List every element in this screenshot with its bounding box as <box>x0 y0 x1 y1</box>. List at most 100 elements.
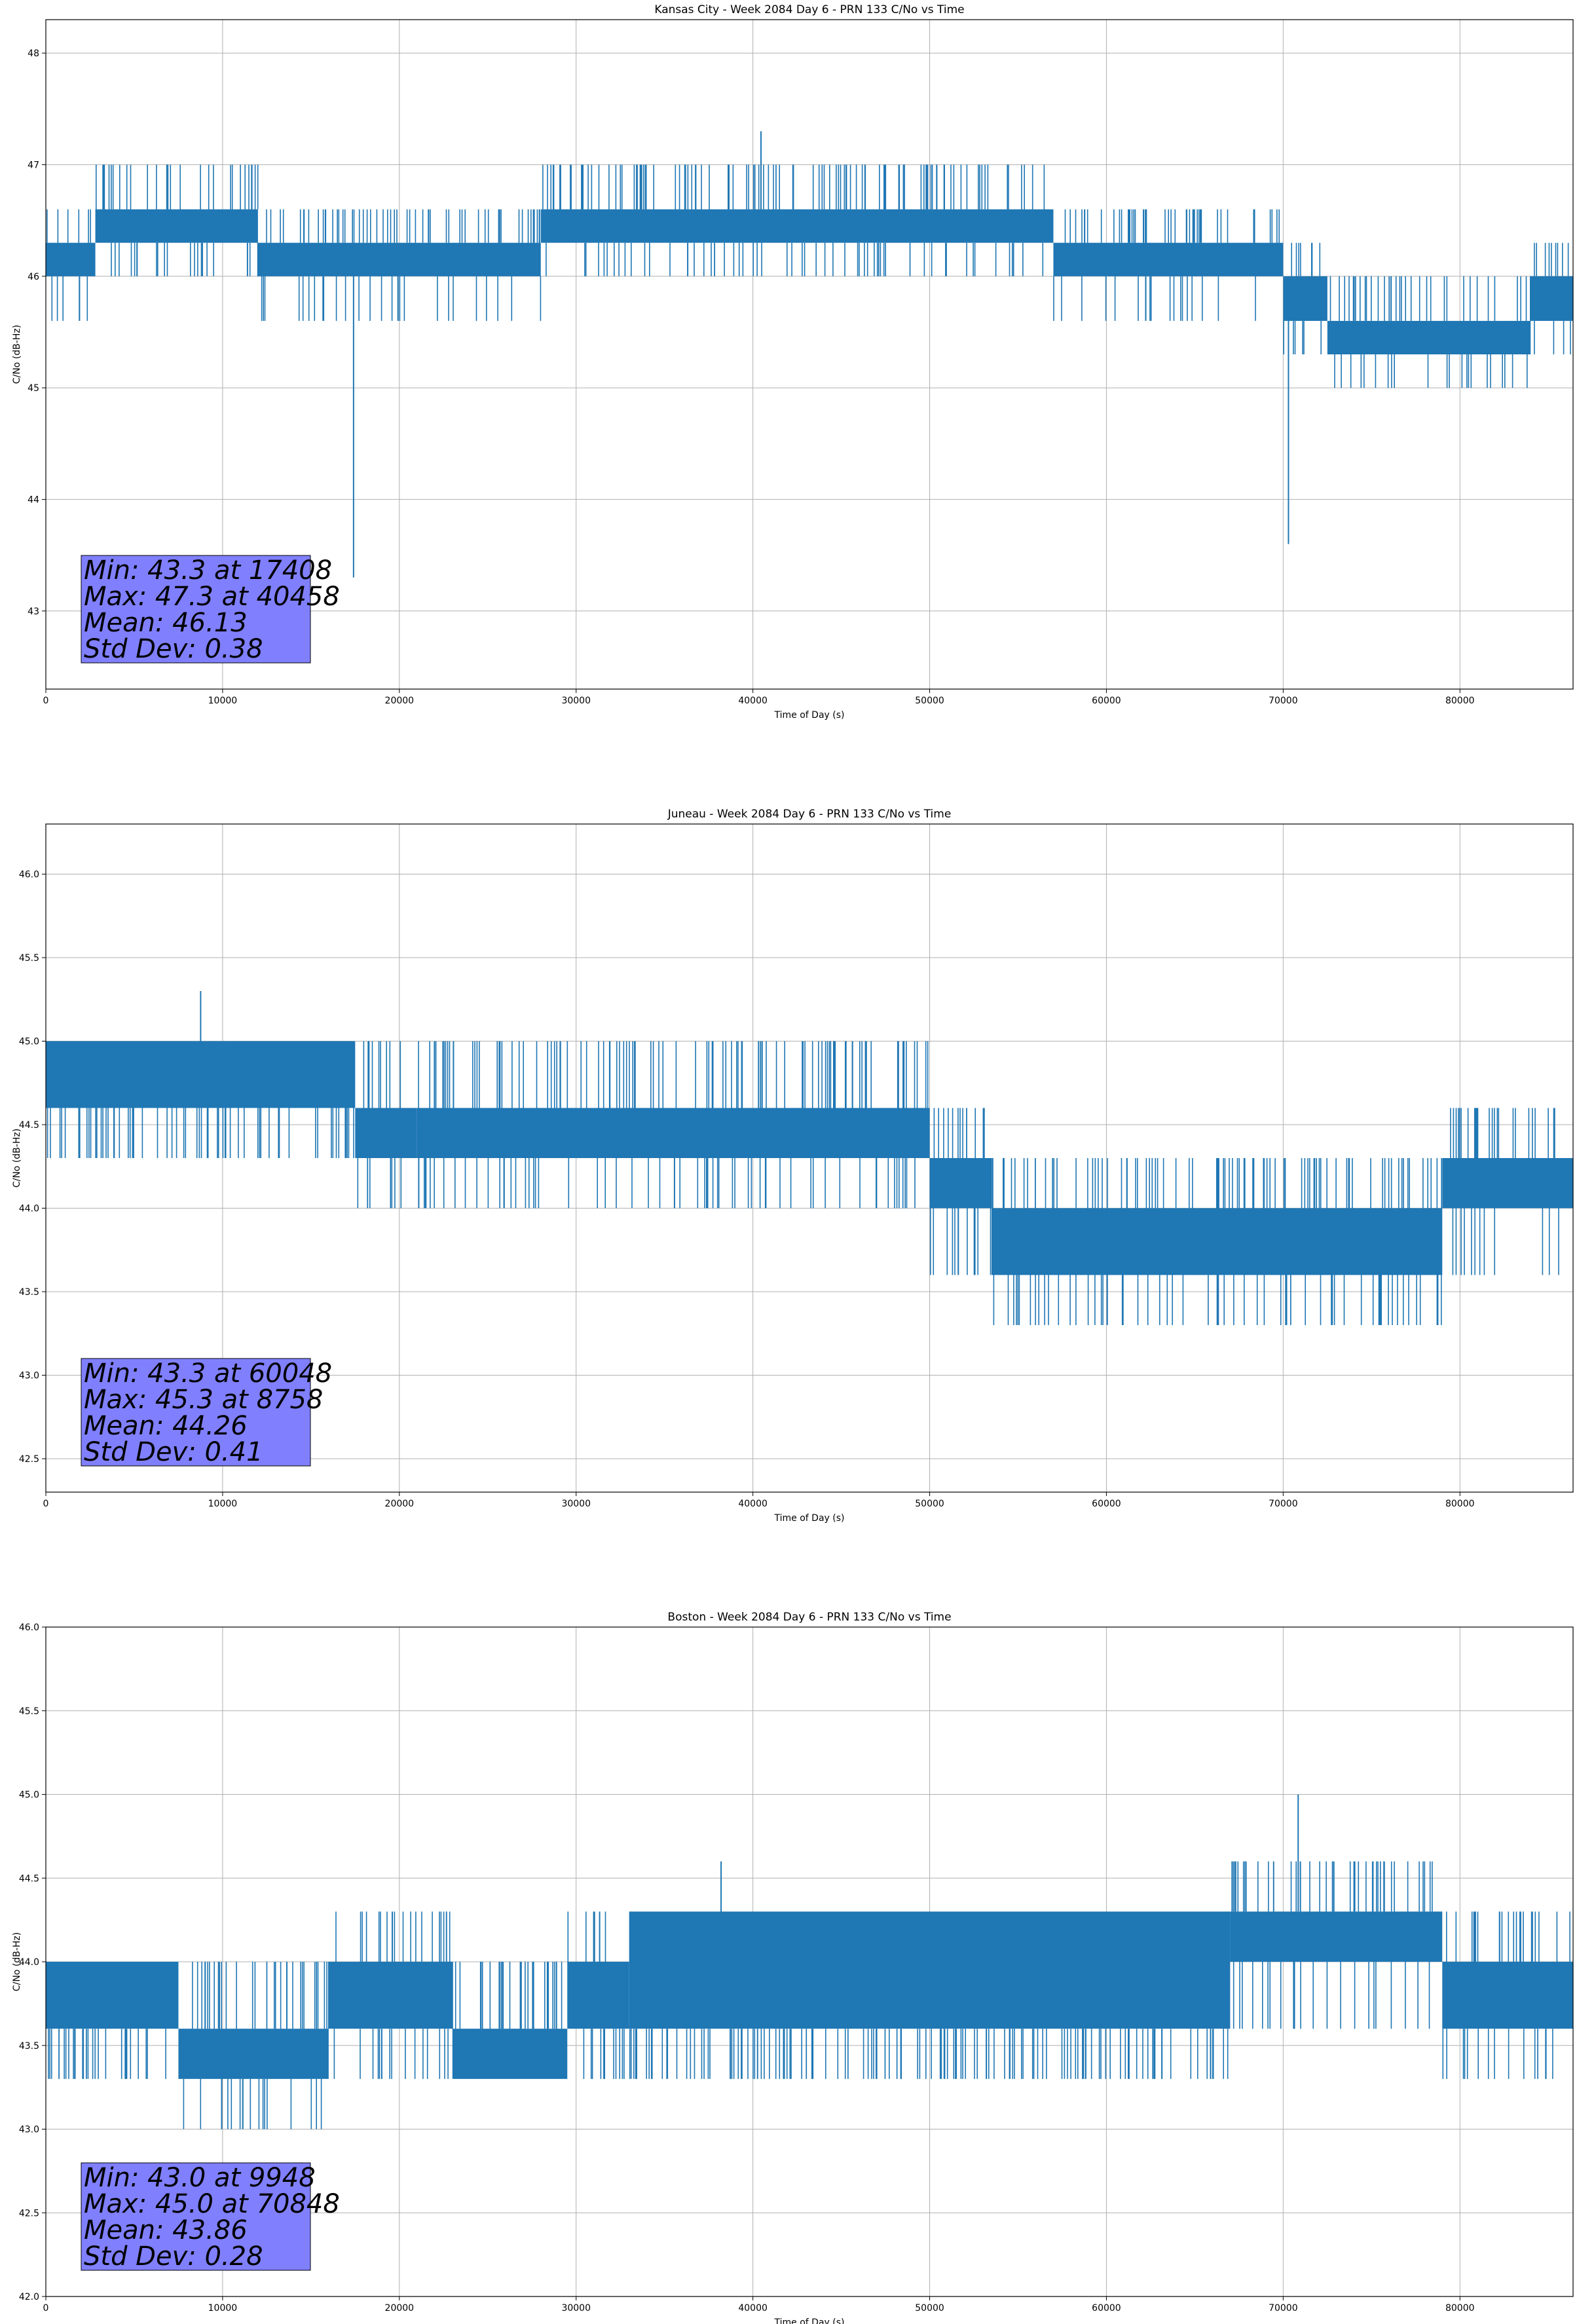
chart-2-x-tick-label: 30000 <box>561 1499 591 1509</box>
chart-1-series <box>46 131 1573 578</box>
chart-2-stat-min: Min: 43.3 at 60048 <box>84 1359 332 1389</box>
chart-3-stat-min: Min: 43.0 at 9948 <box>84 2163 316 2193</box>
chart-2-x-tick-label: 80000 <box>1445 1499 1475 1509</box>
chart-1-series-spikes <box>1053 209 1280 321</box>
chart-3-series-spikes <box>1442 1911 1570 2079</box>
chart-2-series-spikes <box>1450 1108 1559 1275</box>
chart-3-series-band <box>178 2029 329 2079</box>
chart-3-series-spikes <box>48 2029 166 2079</box>
chart-3-y-tick-label: 44.5 <box>19 1873 39 1884</box>
chart-1-series-spikes <box>1329 276 1531 388</box>
chart-2-y-tick-label: 45.5 <box>19 953 39 964</box>
chart-2-x-tick-label: 60000 <box>1092 1499 1121 1509</box>
chart-2-series-band <box>355 1108 417 1158</box>
chart-1-y-tick-label: 43 <box>28 607 39 617</box>
chart-3-y-tick-label: 43.0 <box>19 2125 39 2135</box>
chart-2-y-tick-label: 46.0 <box>19 870 39 880</box>
chart-3-series-band <box>1230 1911 1443 1962</box>
chart-3-y-tick-label: 46.0 <box>19 1622 39 1633</box>
chart-2-stat-mean: Mean: 44.26 <box>84 1411 248 1441</box>
chart-2-x-tick-label: 10000 <box>208 1499 238 1509</box>
chart-3-stat-max: Max: 45.0 at 70848 <box>84 2189 340 2219</box>
chart-3-series <box>46 1794 1573 2129</box>
chart-3-y-tick-label: 45.5 <box>19 1706 39 1717</box>
chart-1-frame <box>45 19 1574 690</box>
chart-3-stat-std: Std Dev: 0.28 <box>84 2241 263 2272</box>
chart-1-x-tick-label: 30000 <box>561 696 591 706</box>
chart-3-series-band <box>629 1911 1231 2029</box>
chart-3-stat-mean: Mean: 43.86 <box>84 2215 248 2245</box>
chart-2-series-band <box>1442 1158 1573 1209</box>
chart-3-x-tick-label: 40000 <box>738 2303 768 2314</box>
chart-1-title: Kansas City - Week 2084 Day 6 - PRN 133 … <box>654 3 964 16</box>
chart-1-x-tick-label: 50000 <box>915 696 944 706</box>
chart-3-x-tick-label: 70000 <box>1269 2303 1298 2314</box>
chart-2-ylabel: C/No (dB-Hz) <box>12 1129 22 1188</box>
chart-1-series-spikes <box>46 209 91 321</box>
chart-1-series-spikes <box>261 209 542 321</box>
chart-1-xlabel: Time of Day (s) <box>774 710 845 721</box>
chart-2-series-spikes <box>418 1041 929 1209</box>
chart-2-stat-std: Std Dev: 0.41 <box>84 1437 263 1467</box>
chart-2-stats-box <box>81 1358 311 1467</box>
chart-1: Kansas City - Week 2084 Day 6 - PRN 133 … <box>12 3 1574 721</box>
chart-2-frame <box>45 823 1574 1493</box>
chart-3-ylabel: C/No (dB-Hz) <box>12 1932 22 1991</box>
chart-2-series-spikes <box>992 1158 1442 1325</box>
chart-1-series-spikes <box>1534 242 1571 354</box>
chart-1-stat-min: Min: 43.3 at 17408 <box>84 555 332 586</box>
chart-2-series-spikes <box>46 1108 354 1158</box>
chart-2-y-tick-label: 42.5 <box>19 1454 39 1465</box>
chart-2-x-tick-label: 40000 <box>738 1499 768 1509</box>
chart-1-x-tick-label: 20000 <box>385 696 415 706</box>
chart-2-x-tick-label: 50000 <box>915 1499 944 1509</box>
chart-3-y-tick-label: 44.0 <box>19 1957 39 1968</box>
chart-2: Juneau - Week 2084 Day 6 - PRN 133 C/No … <box>12 808 1574 1524</box>
chart-1-stat-std: Std Dev: 0.38 <box>84 634 263 664</box>
chart-3-series-band <box>1442 1962 1573 2029</box>
chart-2-xlabel: Time of Day (s) <box>774 1513 845 1524</box>
chart-1-x-tick-label: 60000 <box>1092 696 1121 706</box>
chart-2-title: Juneau - Week 2084 Day 6 - PRN 133 C/No … <box>667 808 952 821</box>
chart-3: Boston - Week 2084 Day 6 - PRN 133 C/No … <box>12 1611 1574 2324</box>
chart-1-series-spikes <box>1283 242 1322 354</box>
chart-3-x-tick-label: 60000 <box>1092 2303 1121 2314</box>
chart-3-xlabel: Time of Day (s) <box>774 2317 845 2324</box>
chart-1-x-tick-label: 10000 <box>208 696 238 706</box>
chart-1-series-band <box>1531 276 1573 321</box>
chart-1-y-tick-label: 48 <box>28 48 39 59</box>
chart-3-x-tick-label: 0 <box>43 2303 49 2314</box>
chart-1-series-band <box>46 242 96 276</box>
chart-2-y-tick-label: 43.0 <box>19 1371 39 1381</box>
chart-1-series-band <box>1327 320 1531 354</box>
chart-3-series-band <box>567 1962 629 2029</box>
chart-3-series-band <box>452 2029 568 2079</box>
chart-1-series-band <box>540 209 1054 243</box>
chart-3-stats-box <box>81 2162 311 2271</box>
chart-2-series <box>46 991 1573 1325</box>
chart-3-series-band <box>46 1962 179 2029</box>
chart-3-x-tick-label: 30000 <box>561 2303 591 2314</box>
chart-3-series-spikes <box>452 1962 563 2029</box>
chart-3-series-spikes <box>333 1911 451 2079</box>
chart-1-x-tick-label: 70000 <box>1269 696 1298 706</box>
chart-2-stat-max: Max: 45.3 at 8758 <box>84 1385 323 1415</box>
chart-1-series-band <box>95 209 258 243</box>
chart-1-ylabel: C/No (dB-Hz) <box>12 325 22 384</box>
chart-3-y-tick-label: 42.5 <box>19 2208 39 2219</box>
chart-1-y-tick-label: 47 <box>28 160 39 170</box>
chart-3-y-tick-label: 45.0 <box>19 1790 39 1801</box>
chart-2-series-band <box>992 1208 1443 1275</box>
chart-1-stat-mean: Mean: 46.13 <box>84 608 248 638</box>
chart-1-y-tick-label: 44 <box>28 495 39 505</box>
chart-3-series-spikes <box>183 1962 329 2129</box>
chart-1-series-band <box>1283 276 1327 321</box>
chart-1-x-tick-label: 40000 <box>738 696 768 706</box>
chart-2-y-tick-label: 44.5 <box>19 1120 39 1131</box>
chart-2-x-tick-label: 20000 <box>385 1499 415 1509</box>
chart-3-series-band <box>328 1962 453 2029</box>
chart-3-series-spikes <box>629 2029 1229 2079</box>
chart-1-y-tick-label: 46 <box>28 272 39 282</box>
chart-1-x-tick-label: 80000 <box>1445 696 1475 706</box>
